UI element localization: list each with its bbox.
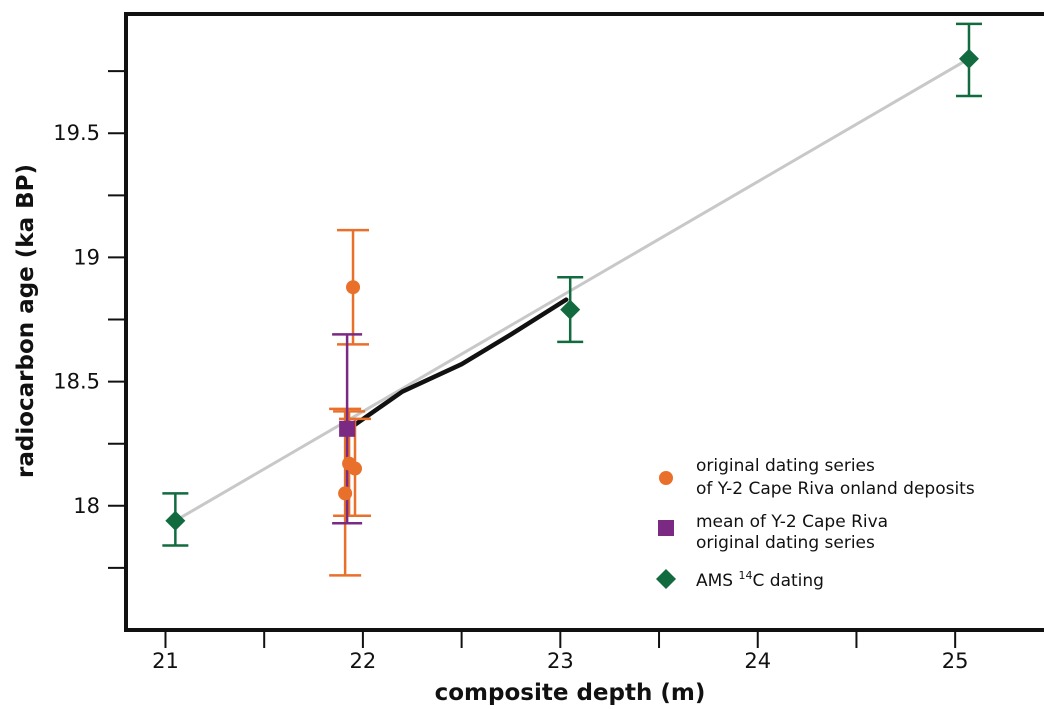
y-tick-label-7: 19.5	[53, 121, 100, 145]
x-axis-title: composite depth (m)	[435, 680, 706, 706]
diamond-point-0	[165, 510, 186, 531]
legend-marker-1	[658, 520, 674, 536]
circle-point-0	[346, 280, 361, 295]
legend-marker-0	[659, 471, 673, 485]
legend-item-0: original dating series of Y-2 Cape Riva o…	[659, 456, 975, 499]
diamond-point-2	[958, 48, 979, 69]
legend-label-2: AMS 14C dating	[696, 569, 824, 591]
y-tick-label-1: 18	[73, 494, 100, 518]
x-tick-label-8: 25	[942, 649, 969, 673]
legend-label-1-line-1: original dating series	[696, 533, 875, 553]
circle-point-3	[338, 486, 353, 501]
legend-item-2: AMS 14C dating	[656, 569, 824, 591]
y-tick-label-5: 19	[73, 245, 100, 269]
legend: original dating series of Y-2 Cape Riva o…	[656, 456, 975, 591]
square-point-0	[339, 420, 356, 437]
x-tick-label-2: 22	[350, 649, 377, 673]
circle-point-2	[348, 461, 363, 476]
axes: 21 22 23 24 25 18 18.5 19 19.5	[53, 12, 1044, 673]
diamond-point-1	[560, 299, 581, 320]
legend-label-0-line-1: of Y-2 Cape Riva onland deposits	[696, 479, 975, 499]
age-model-curve	[346, 297, 569, 432]
plot-area	[162, 22, 982, 577]
legend-label-1-line-0: mean of Y-2 Cape Riva	[696, 512, 888, 532]
y-axis-title: radiocarbon age (ka BP)	[13, 164, 39, 478]
legend-label-0-line-0: original dating series	[696, 456, 875, 476]
regression-line	[174, 57, 970, 523]
x-tick-label-4: 23	[547, 649, 574, 673]
y-tick-label-3: 18.5	[53, 370, 100, 394]
x-tick-label-0: 21	[152, 649, 179, 673]
x-tick-label-6: 24	[744, 649, 771, 673]
legend-marker-2	[656, 569, 676, 589]
